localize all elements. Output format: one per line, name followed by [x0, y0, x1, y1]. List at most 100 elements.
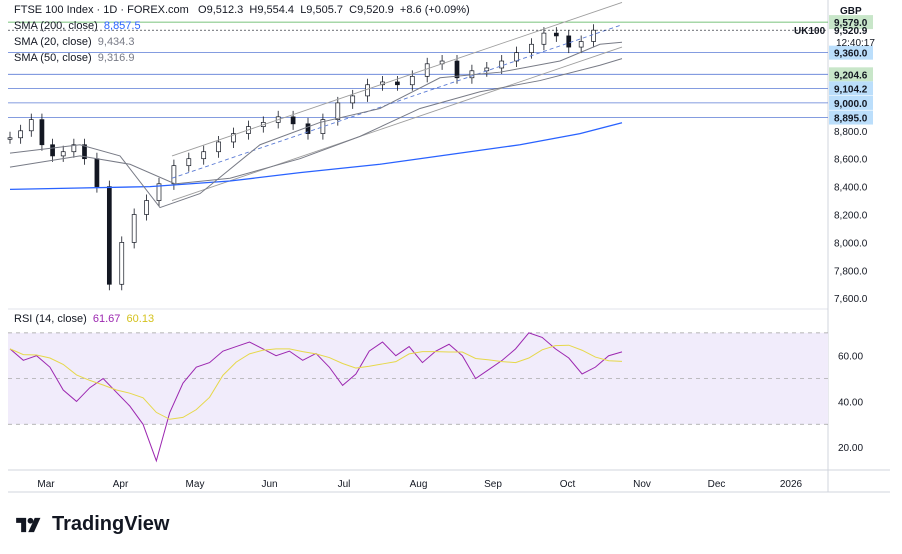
y-tick-label: 8,400.0	[834, 183, 868, 194]
sma20-line	[9, 41, 623, 209]
candle-body	[424, 63, 430, 77]
candle-body	[131, 214, 137, 243]
rsi-tick-label: 60.00	[838, 352, 863, 363]
x-tick-label: Oct	[560, 479, 576, 490]
header-legend: FTSE 100 Index · 1D · FOREX.com O9,512.3…	[14, 4, 470, 16]
channel-mid-line	[171, 24, 623, 179]
rsi-value: 61.67	[92, 313, 121, 325]
candle-body	[514, 52, 519, 62]
x-tick-label: Apr	[113, 479, 129, 490]
candle-body	[454, 60, 460, 79]
level-tag-label: 9,000.0	[834, 99, 868, 110]
sma200-line	[9, 122, 623, 191]
last-price-label: 9,520.9	[834, 26, 868, 37]
channel-upper-line	[171, 1, 623, 157]
x-tick-label: Jun	[261, 479, 277, 490]
tradingview-logo[interactable]: TradingView	[12, 513, 169, 536]
candle-body	[350, 95, 356, 104]
sma200-value: 8,857.5	[103, 20, 141, 32]
sma20-value: 9,434.3	[97, 36, 135, 48]
candle-body	[365, 84, 370, 97]
x-tick-label: Sep	[484, 479, 502, 490]
candle-body	[119, 242, 125, 285]
rsi-tick-label: 20.00	[838, 443, 863, 454]
candle-body	[18, 130, 23, 139]
candle-body	[28, 119, 34, 132]
candle-body	[94, 158, 100, 187]
candle-body	[578, 41, 584, 48]
close-value: C9,520.9	[349, 4, 394, 16]
price-pane	[8, 8, 828, 308]
sma50-value: 9,316.9	[97, 52, 135, 64]
candle-body	[7, 137, 13, 140]
x-tick-label: Nov	[633, 479, 651, 490]
level-tag-label: 9,204.6	[834, 70, 868, 81]
candle-body	[566, 35, 572, 48]
candle-body	[71, 144, 77, 153]
sma50-line	[9, 58, 623, 185]
candle-body	[144, 200, 149, 215]
currency-label: GBP	[840, 6, 862, 17]
candle-body	[591, 29, 596, 42]
level-tag-box	[829, 67, 873, 82]
candle-body	[529, 43, 534, 54]
x-tick-label: Aug	[410, 479, 428, 490]
y-tick-label: 8,800.0	[834, 127, 868, 138]
y-tick-label: 7,800.0	[834, 266, 868, 277]
instrument-title: FTSE 100 Index · 1D · FOREX.com	[14, 4, 189, 16]
candle-body	[201, 151, 207, 160]
change-value: +8.6 (+0.09%)	[399, 4, 470, 16]
sma200-label: SMA (200, close)	[14, 20, 98, 32]
sma50-legend[interactable]: SMA (50, close) 9,316.9	[14, 52, 134, 64]
low-value: L9,505.7	[300, 4, 344, 16]
level-tag-label: 9,104.2	[834, 84, 868, 95]
sma200-legend[interactable]: SMA (200, close) 8,857.5	[14, 20, 141, 32]
level-tag-box	[829, 110, 873, 125]
candle-body	[541, 32, 547, 45]
level-tag-label: 8,895.0	[834, 114, 868, 125]
level-tag-box	[829, 95, 873, 110]
y-tick-label: 8,600.0	[834, 155, 868, 166]
candle-body	[39, 119, 45, 146]
sma20-legend[interactable]: SMA (20, close) 9,434.3	[14, 36, 134, 48]
rsi-legend[interactable]: RSI (14, close) 61.67 60.13	[14, 313, 154, 325]
rsi-signal-value: 60.13	[126, 313, 155, 325]
x-tick-label: 2026	[780, 479, 803, 490]
x-tick-label: May	[186, 479, 205, 490]
tradingview-wordmark: TradingView	[52, 513, 170, 535]
y-tick-label: 8,000.0	[834, 238, 868, 249]
candle-body	[290, 116, 296, 125]
candle-body	[50, 144, 55, 157]
candle-body	[231, 133, 236, 143]
candle-body	[156, 183, 162, 201]
level-tag-box	[829, 45, 873, 60]
x-tick-label: Dec	[708, 479, 726, 490]
level-tag-box	[829, 15, 873, 30]
level-tag-box	[829, 81, 873, 96]
candle-body	[60, 151, 66, 157]
y-tick-label: 8,200.0	[834, 211, 868, 222]
candle-body	[320, 119, 326, 134]
candle-body	[409, 76, 415, 86]
high-value: H9,554.4	[249, 4, 295, 16]
ticker-label: UK100	[794, 26, 826, 37]
candle-body	[106, 186, 112, 285]
sma50-label: SMA (50, close)	[14, 52, 92, 64]
tradingview-logo-icon	[16, 517, 41, 532]
rsi-tick-label: 40.00	[838, 397, 863, 408]
rsi-label: RSI (14, close)	[14, 313, 87, 325]
channel-lower-line	[171, 46, 623, 201]
rsi-signal-line	[9, 344, 623, 420]
x-tick-label: Mar	[37, 479, 55, 490]
candle-body	[82, 144, 87, 160]
open-value: O9,512.3	[198, 4, 244, 16]
candle-body	[484, 67, 490, 72]
level-tag-label: 9,360.0	[834, 49, 868, 60]
y-tick-label: 7,600.0	[834, 294, 868, 305]
candle-body	[499, 60, 505, 69]
countdown-label: 12:40:17	[836, 38, 875, 49]
candle-body	[553, 32, 559, 37]
candle-body	[305, 123, 311, 134]
candle-body	[186, 158, 192, 167]
